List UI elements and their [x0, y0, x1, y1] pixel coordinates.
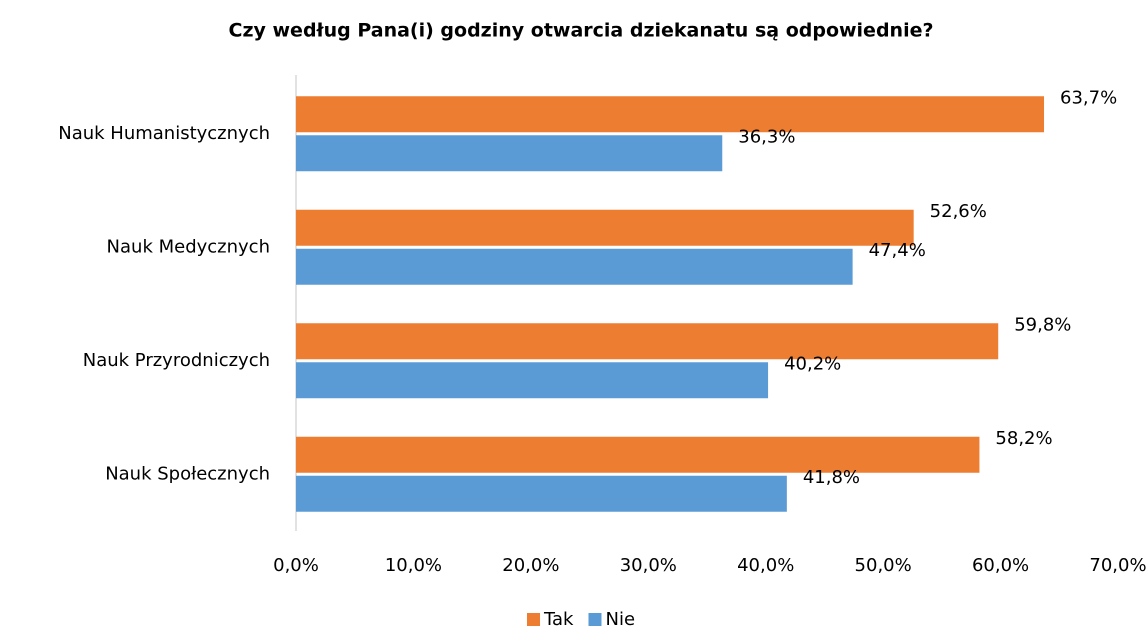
x-tick-label: 50,0%: [855, 555, 912, 576]
x-tick-label: 20,0%: [502, 555, 559, 576]
legend-swatch: [527, 613, 540, 626]
x-tick-label: 0,0%: [273, 555, 319, 576]
bar: [296, 436, 980, 473]
value-label: 63,7%: [1060, 87, 1117, 108]
legend-label: Tak: [543, 609, 574, 628]
legend-label: Nie: [605, 609, 635, 628]
y-tick-label: Nauk Humanistycznych: [58, 123, 270, 144]
x-tick-label: 10,0%: [385, 555, 442, 576]
y-tick-label: Nauk Medycznych: [107, 236, 270, 257]
bar: [296, 248, 853, 285]
bar: [296, 135, 723, 172]
legend-swatch: [588, 613, 602, 626]
value-label: 47,4%: [869, 240, 926, 261]
value-label: 58,2%: [995, 428, 1052, 449]
x-tick-label: 60,0%: [972, 555, 1029, 576]
x-tick-label: 30,0%: [620, 555, 677, 576]
bar: [296, 96, 1045, 133]
x-tick-label: 70,0%: [1089, 555, 1146, 576]
value-label: 36,3%: [738, 126, 795, 147]
chart-title: Czy według Pana(i) godziny otwarcia dzie…: [229, 20, 934, 42]
value-label: 41,8%: [803, 467, 860, 488]
x-tick-label: 40,0%: [737, 555, 794, 576]
y-tick-label: Nauk Społecznych: [105, 463, 270, 484]
bar: [296, 209, 914, 246]
bar: [296, 475, 787, 512]
bar: [296, 323, 999, 360]
bar: [296, 362, 769, 399]
value-label: 52,6%: [930, 201, 987, 222]
value-label: 40,2%: [784, 353, 841, 374]
value-label: 59,8%: [1014, 314, 1071, 335]
y-tick-label: Nauk Przyrodniczych: [83, 350, 270, 371]
